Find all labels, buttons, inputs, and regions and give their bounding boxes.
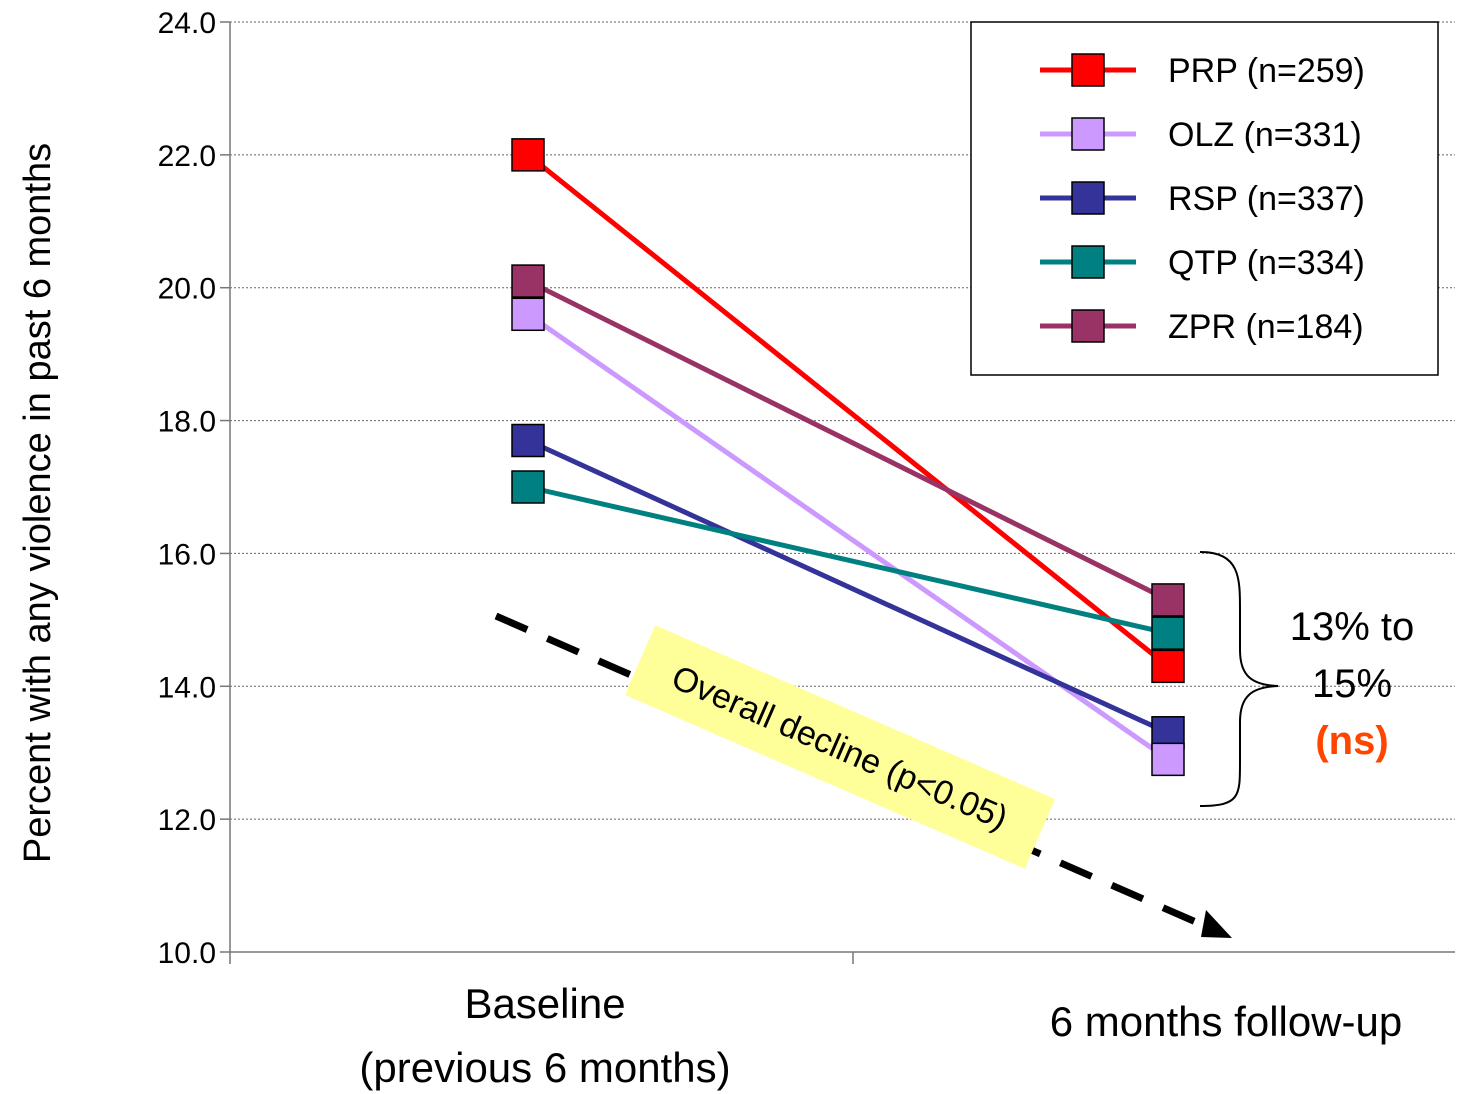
y-tick-label: 22.0	[158, 140, 216, 173]
x-category-labels: Baseline (previous 6 months) 6 months foll…	[359, 980, 1402, 1091]
series-group	[511, 138, 1185, 777]
x-category-label: (previous 6 months)	[359, 1044, 730, 1091]
data-point	[511, 264, 545, 298]
decline-arrowhead	[1201, 910, 1232, 938]
data-point	[1151, 742, 1185, 777]
decline-label: Overall decline (p<0.05)	[624, 625, 1056, 869]
data-point	[511, 138, 545, 172]
legend-entry: ZPR (n=184)	[1168, 308, 1364, 346]
legend-entry: PRP (n=259)	[1168, 52, 1365, 90]
y-tick-label: 12.0	[158, 804, 216, 837]
legend-entry: RSP (n=337)	[1168, 180, 1365, 218]
y-tick-label: 20.0	[158, 273, 216, 306]
legend-swatch-marker	[1071, 309, 1105, 343]
series-line	[526, 438, 1170, 736]
y-axis-label: Percent with any violence in past 6 mont…	[17, 143, 59, 863]
y-tick-label: 10.0	[158, 937, 216, 970]
data-point	[1151, 583, 1185, 617]
range-significance: (ns)	[1315, 719, 1388, 763]
data-point	[511, 297, 545, 332]
series-line	[526, 312, 1170, 762]
y-tick-label: 24.0	[158, 7, 216, 40]
range-text: 15%	[1312, 662, 1392, 706]
series-line	[526, 278, 1170, 603]
legend-swatch-marker	[1071, 117, 1105, 151]
decline-label-text: Overall decline (p<0.05)	[666, 658, 1013, 837]
y-tick-label: 14.0	[158, 671, 216, 704]
series-line	[526, 152, 1170, 669]
range-brace	[1199, 551, 1279, 807]
x-category-label: Baseline	[464, 980, 625, 1027]
y-tick-labels: 10.0 12.0 14.0 16.0 18.0 20.0 22.0 24.0	[158, 7, 216, 970]
axes	[220, 21, 1455, 964]
x-category-label: 6 months follow-up	[1050, 998, 1403, 1045]
y-tick-label: 18.0	[158, 406, 216, 439]
range-text: 13% to	[1290, 605, 1415, 649]
overall-decline-annotation: Overall decline (p<0.05)	[494, 612, 1232, 938]
data-point	[511, 423, 545, 458]
decline-arrow-line	[494, 612, 1207, 930]
legend-swatch-marker	[1071, 181, 1105, 215]
legend-entry: OLZ (n=331)	[1168, 116, 1362, 154]
data-point	[511, 470, 545, 504]
legend-swatch-marker	[1071, 53, 1105, 87]
data-point	[1151, 649, 1185, 684]
data-point	[1151, 616, 1185, 650]
series-line	[527, 484, 1169, 636]
gridlines	[230, 21, 1455, 820]
y-tick-label: 16.0	[158, 538, 216, 571]
range-annotation: 13% to 15% (ns)	[1199, 551, 1415, 807]
legend-entry: QTP (n=334)	[1168, 244, 1365, 282]
decline-label-box	[624, 625, 1056, 869]
legend: PRP (n=259) OLZ (n=331) RSP (n=337) QTP (n=…	[970, 21, 1439, 376]
legend-swatch-marker	[1071, 245, 1105, 279]
